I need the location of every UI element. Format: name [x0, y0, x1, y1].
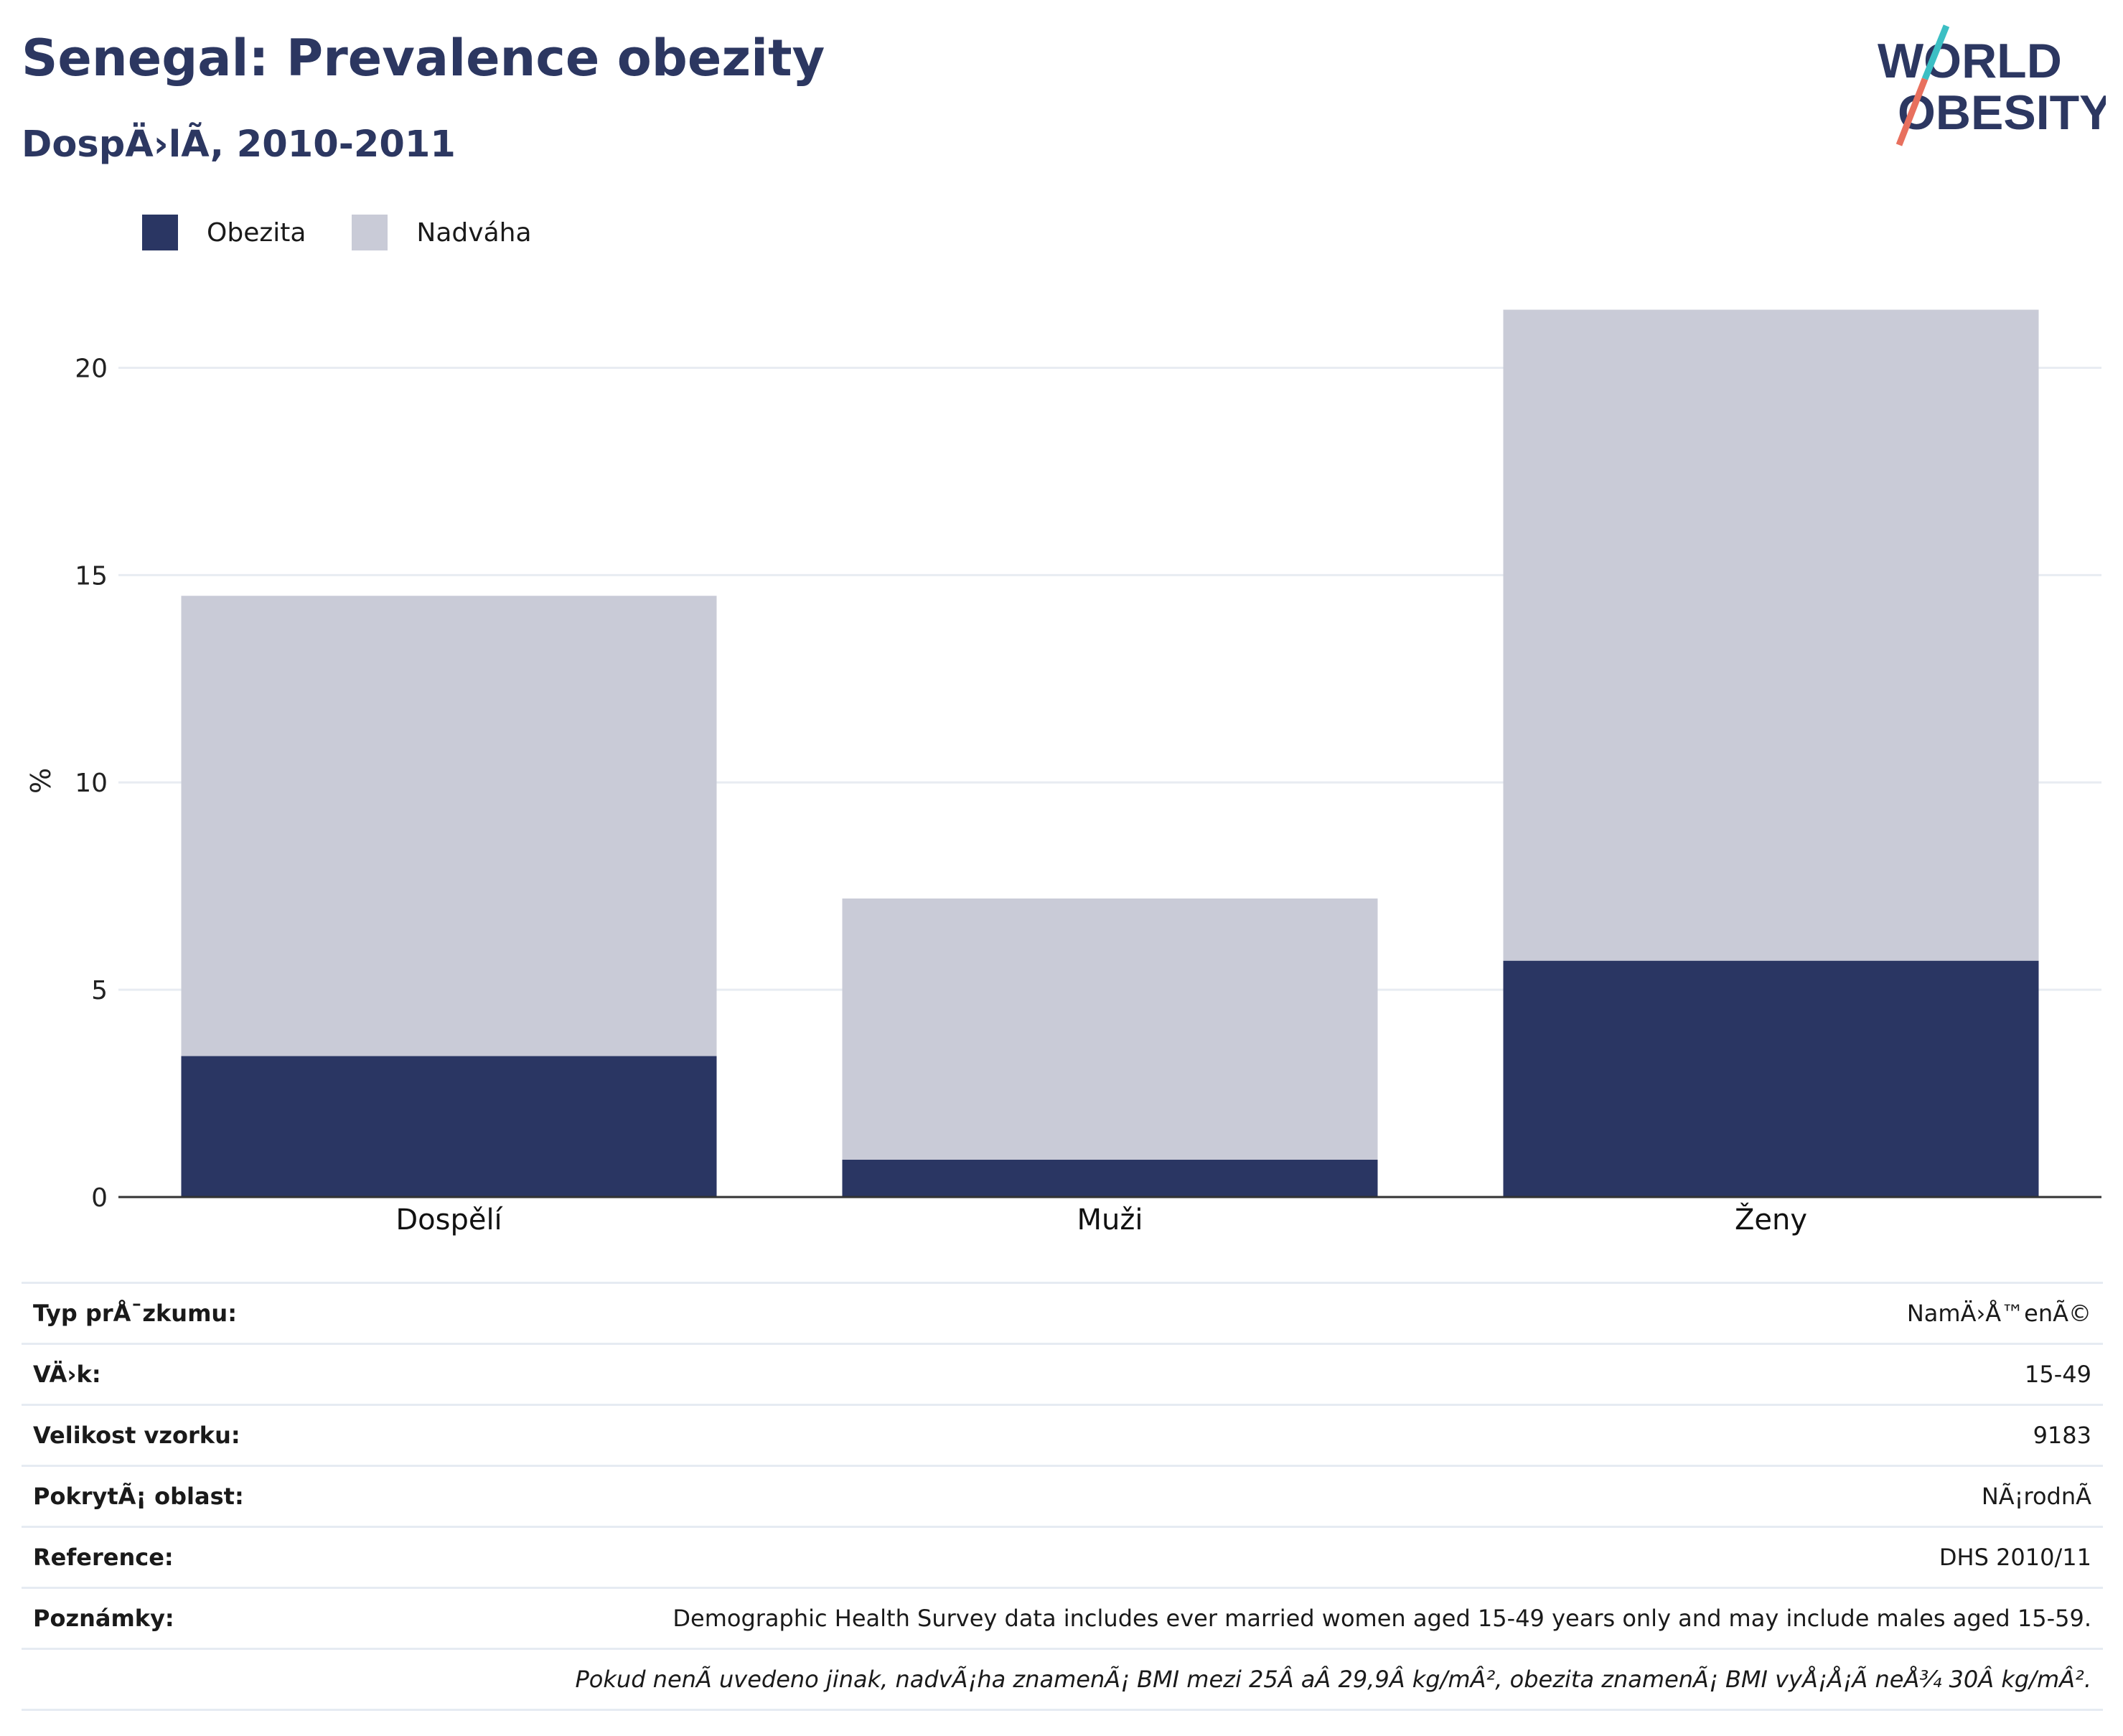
bar-obesity: [842, 1160, 1378, 1197]
info-row-footnote: Pokud nenÃ­ uvedeno jinak, nadvÃ¡ha znam…: [22, 1648, 2103, 1711]
legend: Obezita Nadváha: [142, 214, 578, 251]
info-key: VÄ›k:: [33, 1361, 101, 1388]
info-value: 9183: [2033, 1422, 2091, 1449]
bar-overweight: [181, 596, 717, 1056]
y-tick-label: 10: [75, 769, 108, 798]
legend-swatch-obesity: [142, 215, 178, 250]
legend-swatch-overweight: [352, 215, 388, 250]
info-row-survey-type: Typ prÅ¯zkumu: NamÄ›Å™enÃ©: [22, 1282, 2103, 1343]
info-key: Poznámky:: [33, 1605, 174, 1632]
info-value: NamÄ›Å™enÃ©: [1906, 1300, 2091, 1327]
info-row-reference: Reference: DHS 2010/11: [22, 1526, 2103, 1587]
info-key: PokrytÃ¡ oblast:: [33, 1483, 244, 1510]
info-row-sample-size: Velikost vzorku: 9183: [22, 1404, 2103, 1465]
svg-text:WORLD: WORLD: [1878, 34, 2062, 88]
y-axis-label: %: [25, 768, 57, 794]
info-row-age: VÄ›k: 15-49: [22, 1343, 2103, 1404]
svg-text:OBESITY: OBESITY: [1898, 85, 2106, 140]
info-value: 15-49: [2025, 1361, 2091, 1388]
legend-label-overweight: Nadváha: [416, 217, 532, 248]
world-obesity-logo: WORLD OBESITY: [1878, 24, 2106, 146]
info-value: DHS 2010/11: [1939, 1544, 2091, 1571]
x-tick-label: Ženy: [1735, 1202, 1807, 1237]
footnote: Pokud nenÃ­ uvedeno jinak, nadvÃ¡ha znam…: [575, 1666, 2092, 1693]
x-tick-label: Dospělí: [395, 1204, 503, 1237]
info-table: Typ prÅ¯zkumu: NamÄ›Å™enÃ© VÄ›k: 15-49 V…: [22, 1282, 2103, 1711]
info-row-area-covered: PokrytÃ¡ oblast: NÃ¡rodnÃ­: [22, 1465, 2103, 1526]
y-tick-label: 5: [91, 976, 108, 1005]
bar-overweight: [1503, 309, 2039, 961]
info-row-notes: Poznámky: Demographic Health Survey data…: [22, 1587, 2103, 1648]
info-key: Reference:: [33, 1544, 174, 1571]
y-tick-label: 20: [75, 354, 108, 383]
y-tick-label: 15: [75, 561, 108, 591]
page-title: Senegal: Prevalence obezity: [22, 29, 825, 88]
legend-label-obesity: Obezita: [207, 217, 306, 248]
legend-item-overweight: Nadváha: [352, 215, 532, 250]
page-subtitle: DospÄ›lÃ­, 2010-2011: [22, 123, 456, 166]
bar-obesity: [1503, 960, 2039, 1197]
bar-overweight: [842, 899, 1378, 1160]
info-value: Demographic Health Survey data includes …: [672, 1605, 2091, 1632]
legend-item-obesity: Obezita: [142, 215, 306, 250]
info-key: Typ prÅ¯zkumu:: [33, 1300, 237, 1327]
info-key: Velikost vzorku:: [33, 1422, 240, 1449]
bar-obesity: [181, 1056, 717, 1197]
x-tick-label: Muži: [1077, 1204, 1143, 1237]
info-value: NÃ¡rodnÃ­: [1981, 1483, 2091, 1510]
bar-chart: 0 5 10 15 20% Dospělí Muži Ženy: [25, 309, 2101, 1237]
y-tick-label: 0: [91, 1183, 108, 1213]
